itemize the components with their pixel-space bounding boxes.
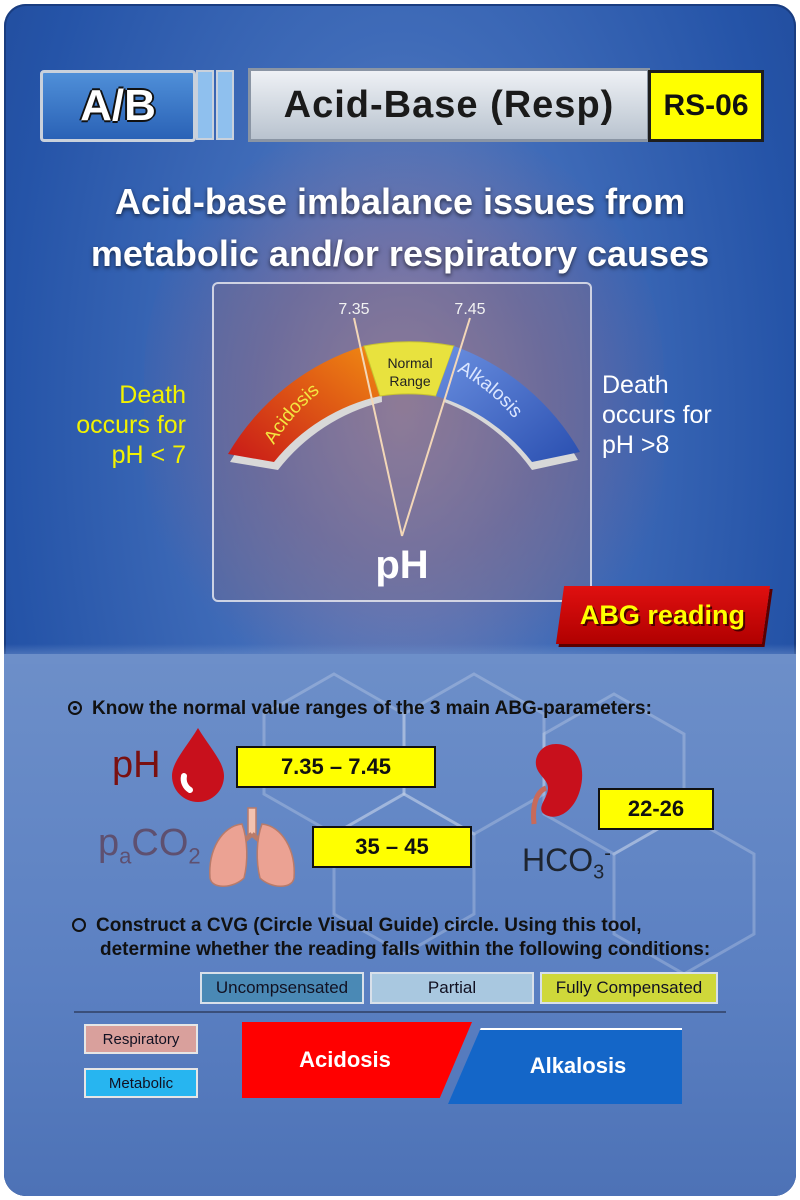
high-threshold-line [401, 317, 471, 537]
paco2-co: CO [131, 822, 189, 864]
acidosis-block: Acidosis [242, 1022, 472, 1098]
alkalosis-label: Alkalosis [529, 1053, 627, 1078]
ph-axis-label: pH [375, 543, 428, 587]
death-note-low-line: Death [119, 381, 186, 409]
chip-fully-compensated: Fully Compensated [540, 972, 718, 1004]
subtitle-line-2: metabolic and/or respiratory causes [90, 233, 710, 274]
bullet-normal-ranges: Know the normal value ranges of the 3 ma… [68, 698, 652, 720]
abg-reading-tag: ABG reading [555, 586, 771, 644]
header-code-left: A/B [40, 70, 196, 142]
bullet-icon [68, 701, 82, 715]
ph-gauge: 7.35 7.45 Normal Range Acidosis Alkalosi… [228, 301, 580, 587]
acidosis-band [228, 346, 380, 462]
paco2-a: a [119, 843, 132, 869]
lungs-icon [209, 807, 295, 887]
hco3-normal-range: 22-26 [598, 788, 714, 830]
subtitle: Acid-base imbalance issues from metaboli… [4, 176, 796, 280]
ph-parameter-label: pH [112, 744, 161, 786]
paco2-2: 2 [188, 843, 201, 869]
paco2-normal-range: 35 – 45 [312, 826, 472, 868]
bullet-text: determine whether the reading falls with… [100, 939, 711, 960]
alkalosis-band [436, 346, 580, 462]
hco3-base: HCO [522, 842, 594, 878]
ph-normal-range: 7.35 – 7.45 [236, 746, 436, 788]
hco3-charge: - [604, 842, 611, 865]
subtitle-line-1: Acid-base imbalance issues from [114, 181, 686, 222]
header-title: Acid-Base (Resp) [248, 68, 650, 142]
hco3-sub: 3 [593, 861, 605, 884]
bullet-icon [72, 918, 86, 932]
alkalosis-block: Alkalosis [448, 1028, 682, 1104]
bullet-text: Construct a CVG (Circle Visual Guide) ci… [96, 915, 642, 936]
death-note-low-line: occurs for [76, 411, 186, 439]
bullet-cvg-instructions: Construct a CVG (Circle Visual Guide) ci… [72, 914, 710, 962]
divider [74, 1011, 726, 1013]
card: A/B Acid-Base (Resp) RS-06 Acid-base imb… [4, 4, 796, 1196]
normal-range-label-2: Range [389, 373, 430, 389]
header-code-right: RS-06 [648, 70, 764, 142]
death-note-high-line: occurs for [602, 401, 712, 429]
blood-drop-icon [172, 728, 224, 802]
hco3-parameter-label: HCO3- [522, 842, 611, 884]
lower-panel [4, 644, 796, 1196]
high-threshold-label: 7.45 [454, 301, 485, 318]
death-note-high: Death occurs for pH >8 [602, 370, 752, 460]
acidosis-label: Acidosis [299, 1047, 391, 1072]
header-divider-bar [196, 70, 214, 140]
death-note-high-line: pH >8 [602, 431, 670, 459]
paco2-parameter-label: paCO2 [98, 822, 201, 870]
type-metabolic: Metabolic [84, 1068, 198, 1098]
kidney-icon [531, 744, 583, 825]
low-threshold-label: 7.35 [338, 301, 369, 318]
normal-range-band [363, 341, 455, 397]
death-note-low: Death occurs for pH < 7 [64, 380, 186, 470]
ph-gauge-panel: 7.35 7.45 Normal Range Acidosis Alkalosi… [212, 282, 592, 602]
death-note-high-line: Death [602, 371, 669, 399]
paco2-p: p [98, 822, 120, 864]
header-divider-bar [216, 70, 234, 140]
type-respiratory: Respiratory [84, 1024, 198, 1054]
bullet-text: Know the normal value ranges of the 3 ma… [92, 698, 652, 719]
chip-partial: Partial [370, 972, 534, 1004]
normal-range-label-1: Normal [387, 355, 432, 371]
low-threshold-line [353, 317, 403, 537]
chip-uncompensated: Uncompsensated [200, 972, 364, 1004]
abg-reading-label: ABG reading [580, 599, 746, 630]
death-note-low-line: pH < 7 [111, 441, 186, 469]
